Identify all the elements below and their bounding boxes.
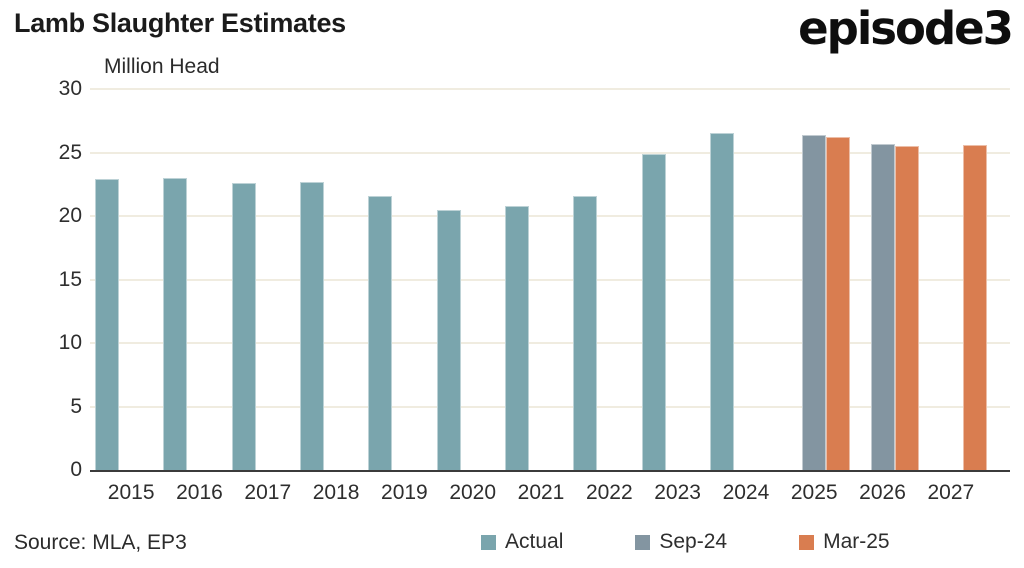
y-axis-unit-label: Million Head [104, 55, 220, 78]
gridline-25 [90, 151, 1010, 154]
bar-actual-2015 [95, 179, 120, 470]
gridline-20 [90, 215, 1010, 217]
bar-actual-2017 [231, 182, 256, 470]
x-tick-label-2025: 2025 [790, 481, 838, 504]
bar-actual-2016 [163, 177, 188, 470]
gridline-15 [90, 278, 1010, 281]
bar-sep-24-2026 [870, 143, 895, 470]
x-tick-label-2017: 2017 [244, 481, 292, 504]
page-title: Lamb Slaughter Estimates [14, 8, 346, 38]
y-tick-label-5: 5 [70, 394, 82, 418]
y-tick-label-25: 25 [58, 140, 82, 164]
x-tick-label-2018: 2018 [312, 481, 360, 504]
y-tick-label-20: 20 [58, 204, 82, 227]
x-tick-label-2024: 2024 [722, 481, 770, 504]
bar-actual-2021 [505, 205, 529, 470]
episode3-logo: episode3 [798, 2, 1014, 55]
x-tick-label-2015: 2015 [107, 481, 155, 504]
bar-actual-2018 [300, 181, 325, 470]
x-tick-label-2023: 2023 [654, 481, 701, 504]
x-tick-label-2019: 2019 [381, 481, 428, 504]
plot-area [90, 88, 1010, 472]
y-tick-label-30: 30 [58, 77, 82, 100]
bar-mar-25-2025 [826, 137, 851, 470]
legend-item-sep-24: Sep-24 [635, 530, 727, 554]
bar-actual-2023 [641, 153, 666, 470]
source-attribution: Source: MLA, EP3 [14, 531, 187, 554]
bar-mar-25-2026 [894, 146, 919, 470]
bar-actual-2019 [368, 195, 393, 470]
bar-actual-2022 [573, 195, 598, 470]
bar-actual-2020 [436, 209, 461, 470]
legend-swatch-sep-24 [635, 534, 651, 550]
legend-swatch-actual [481, 534, 496, 550]
legend-label-actual: Actual [505, 530, 564, 553]
bar-sep-24-2025 [802, 134, 827, 470]
gridline-10 [90, 342, 1010, 344]
x-tick-label-2016: 2016 [176, 481, 223, 504]
gridline-30 [90, 88, 1010, 90]
bar-actual-2024 [709, 133, 734, 470]
x-tick-label-2022: 2022 [585, 481, 633, 504]
bar-mar-25-2027 [962, 144, 987, 470]
y-tick-label-10: 10 [58, 331, 82, 354]
bar-chart: 0 5 10 15 20 25 30 2015 2016 2017 2018 2019 2020 202… [0, 77, 1024, 519]
legend-label-mar-25: Mar-25 [823, 530, 890, 553]
x-axis-line [90, 470, 1010, 472]
gridline-5 [90, 405, 1010, 408]
legend-label-sep-24: Sep-24 [659, 530, 728, 553]
legend-swatch-mar-25 [799, 534, 815, 550]
x-tick-label-2020: 2020 [449, 481, 497, 504]
legend-item-actual: Actual [481, 530, 563, 554]
legend-item-mar-25: Mar-25 [799, 530, 890, 554]
y-tick-label-15: 15 [58, 267, 82, 291]
x-tick-label-2021: 2021 [517, 481, 565, 504]
x-tick-label-2026: 2026 [859, 481, 906, 504]
x-tick-label-2027: 2027 [927, 481, 975, 504]
y-tick-label-0: 0 [70, 458, 82, 481]
legend: Actual Sep-24 Mar-25 [481, 530, 890, 554]
y-axis-labels: 0 5 10 15 20 25 30 [0, 77, 82, 481]
